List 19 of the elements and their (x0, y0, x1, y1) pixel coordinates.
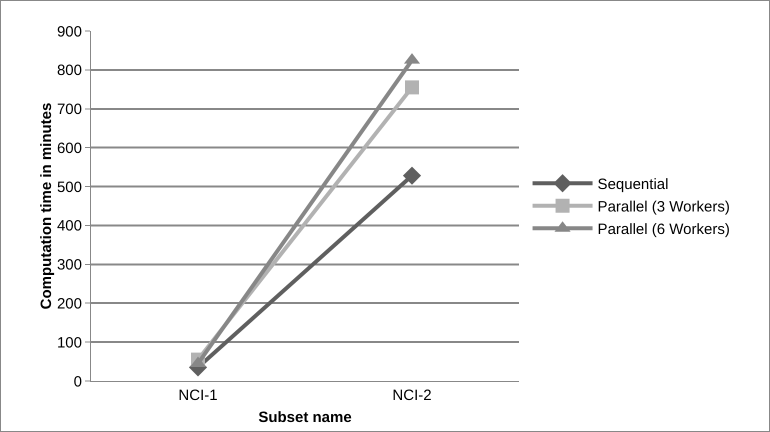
y-tick-label: 900 (56, 23, 82, 40)
y-tick-label: 200 (56, 295, 82, 312)
y-tick-label: 400 (56, 218, 82, 235)
legend-label: Parallel (3 Workers) (598, 198, 730, 216)
y-tick-label: 100 (56, 334, 82, 352)
y-tick-label: 0 (74, 373, 82, 390)
x-axis-title: Subset name (258, 409, 352, 426)
y-tick-label: 500 (56, 178, 82, 196)
y-tick-label: 600 (56, 140, 82, 157)
point (402, 166, 422, 185)
legend-label: Sequential (598, 176, 668, 194)
legend-label: Parallel (6 Workers) (598, 221, 730, 238)
x-tick-label: NCI-2 (392, 387, 432, 404)
y-tick-label: 700 (56, 101, 82, 118)
point (405, 80, 419, 94)
y-tick-label: 300 (56, 256, 82, 274)
x-tick-label: NCI-1 (178, 387, 218, 404)
y-tick-label: 800 (56, 62, 82, 80)
y-axis-title: Computation time in minutes (38, 102, 55, 310)
